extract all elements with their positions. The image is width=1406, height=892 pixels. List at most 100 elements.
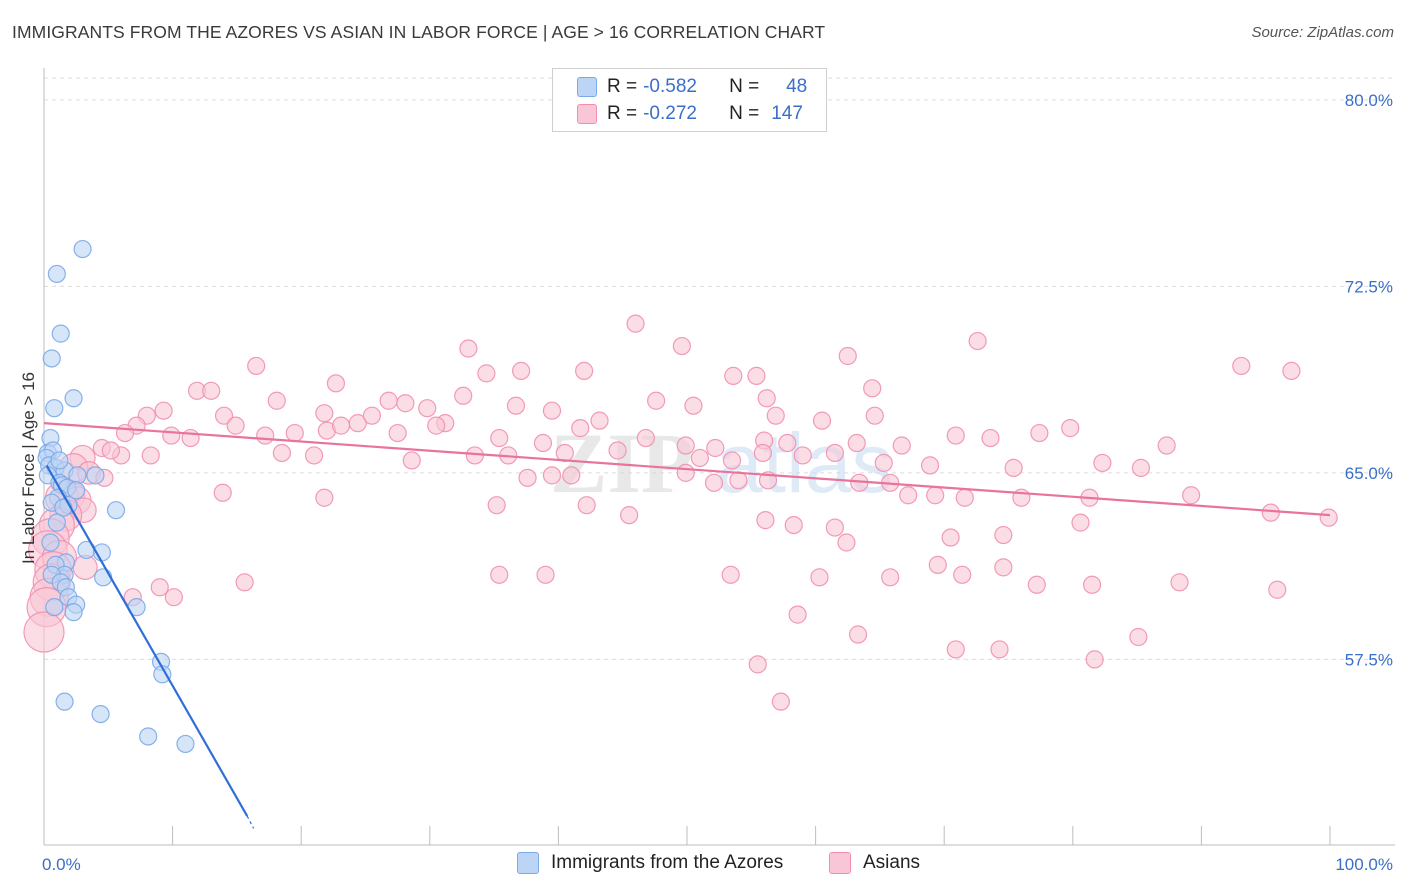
asians-point [1093, 453, 1112, 473]
asians-point [793, 446, 812, 465]
azores-trend-line [45, 464, 249, 817]
asians-point [747, 366, 766, 385]
asians-point [847, 433, 866, 453]
azores-swatch [577, 77, 597, 97]
asians-point [331, 416, 351, 435]
asians-point [825, 443, 844, 463]
asians-point [892, 436, 911, 455]
asians-point [994, 525, 1013, 545]
grid-lines [44, 77, 1395, 660]
asians-point [162, 426, 181, 445]
y-tick-labels: 80.0% 72.5% 65.0% 57.5% [1345, 91, 1393, 670]
asians-point [748, 655, 767, 674]
x-tick-label-left: 0.0% [42, 855, 81, 874]
legend-r-value: -0.272 [643, 103, 697, 124]
asians-point [788, 605, 807, 624]
asians-point [304, 446, 324, 465]
legend-n-value: 48 [786, 76, 808, 97]
asians-point [396, 394, 415, 413]
asians-point [101, 441, 120, 460]
asians-point [722, 451, 742, 470]
azores-point [176, 734, 195, 754]
asians-point [542, 466, 562, 485]
asians-point [226, 416, 245, 435]
asians-point [704, 473, 724, 492]
asians-point [571, 419, 590, 438]
azores-point [94, 568, 113, 587]
asians-point [838, 346, 857, 366]
trend-lines [43, 422, 1331, 829]
asians-point [946, 640, 965, 659]
asians-point [1131, 458, 1151, 477]
axes [43, 68, 1395, 846]
asians-point [1061, 419, 1080, 438]
asians-swatch [577, 104, 597, 124]
azores-point [67, 481, 86, 500]
asians-point [402, 451, 421, 470]
asians-point [115, 423, 135, 443]
asians-point [706, 438, 725, 458]
legend-r-label: R = [607, 76, 638, 97]
legend-row-azores: R = -0.582 N = 48 [553, 74, 807, 100]
azores-point [55, 692, 74, 711]
asians-point [512, 361, 531, 381]
asians-point [506, 396, 526, 415]
asians-point [533, 433, 553, 453]
asians-point [590, 411, 609, 430]
asians-point [418, 399, 437, 418]
azores-legend-label: Immigrants from the Azores [551, 852, 784, 873]
asians-point [994, 558, 1013, 577]
asians-point [315, 404, 334, 423]
asians-point [542, 401, 562, 420]
asians-point [154, 401, 173, 420]
asians-point [756, 511, 775, 530]
asians-point [990, 640, 1009, 659]
source-credit: Source: ZipAtlas.com [1251, 24, 1394, 41]
asians-point [636, 428, 655, 448]
x-tick-labels: 0.0% 100.0% [42, 855, 1393, 874]
azores-point [47, 513, 66, 532]
azores-point [73, 239, 92, 259]
asians-point [490, 565, 509, 584]
asians-point [1082, 575, 1102, 594]
asians-point [1319, 508, 1338, 527]
azores-point [106, 501, 126, 520]
azores-point [64, 603, 83, 622]
asians-point [1129, 627, 1148, 647]
asians-point [812, 411, 832, 430]
asians-legend-swatch [829, 852, 851, 874]
azores-point [45, 399, 64, 418]
asians-point [202, 381, 221, 400]
chart-title: IMMIGRANTS FROM THE AZORES VS ASIAN IN L… [12, 22, 826, 42]
y-tick-label: 72.5% [1345, 277, 1393, 296]
legend-row-asians: R = -0.272 N = 147 [553, 101, 807, 127]
asians-point [1232, 356, 1251, 376]
asians-point [1268, 580, 1287, 599]
asians-point [326, 374, 346, 393]
asians-point [784, 515, 803, 535]
legend-item-asians: Asians [829, 852, 920, 874]
asians-point [235, 573, 254, 592]
asians-point [684, 396, 703, 415]
asians-point [164, 588, 183, 607]
asians-point [1182, 486, 1201, 505]
asians-point [874, 453, 893, 473]
asians-point [477, 364, 496, 383]
asians-point [676, 436, 695, 455]
azores-point [42, 349, 61, 368]
azores-point [47, 264, 66, 284]
asians-point [247, 356, 266, 376]
azores-point [41, 533, 60, 552]
asians-trend-line [43, 422, 1331, 517]
series-asians-points [23, 314, 1338, 711]
azores-point [50, 451, 69, 470]
asians-point [721, 565, 740, 584]
legend-n-label: N = [729, 103, 760, 124]
asians-point [676, 463, 695, 482]
asians-point [690, 448, 709, 468]
asians-point [1170, 573, 1189, 592]
asians-point [536, 565, 555, 584]
azores-point [86, 466, 105, 485]
asians-point [647, 391, 666, 410]
